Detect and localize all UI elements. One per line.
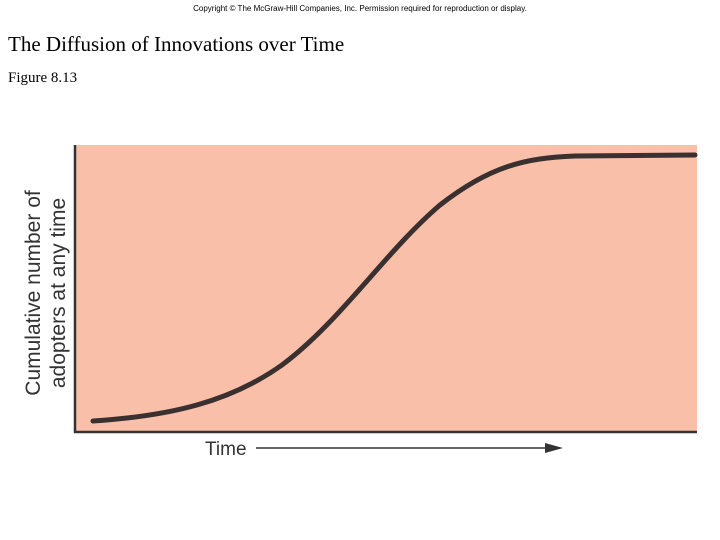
arrow-head (545, 443, 563, 453)
figure-label: Figure 8.13 (8, 70, 77, 86)
y-axis-label: Cumulative number of (22, 190, 45, 396)
y-axis-label: adopters at any time (47, 198, 70, 388)
plot-area (75, 145, 697, 432)
slide-title: The Diffusion of Innovations over Time (8, 32, 344, 56)
copyright: Copyright © The McGraw-Hill Companies, I… (193, 4, 527, 13)
x-axis-label: Time (205, 439, 247, 460)
adoption-curve (90, 152, 698, 424)
